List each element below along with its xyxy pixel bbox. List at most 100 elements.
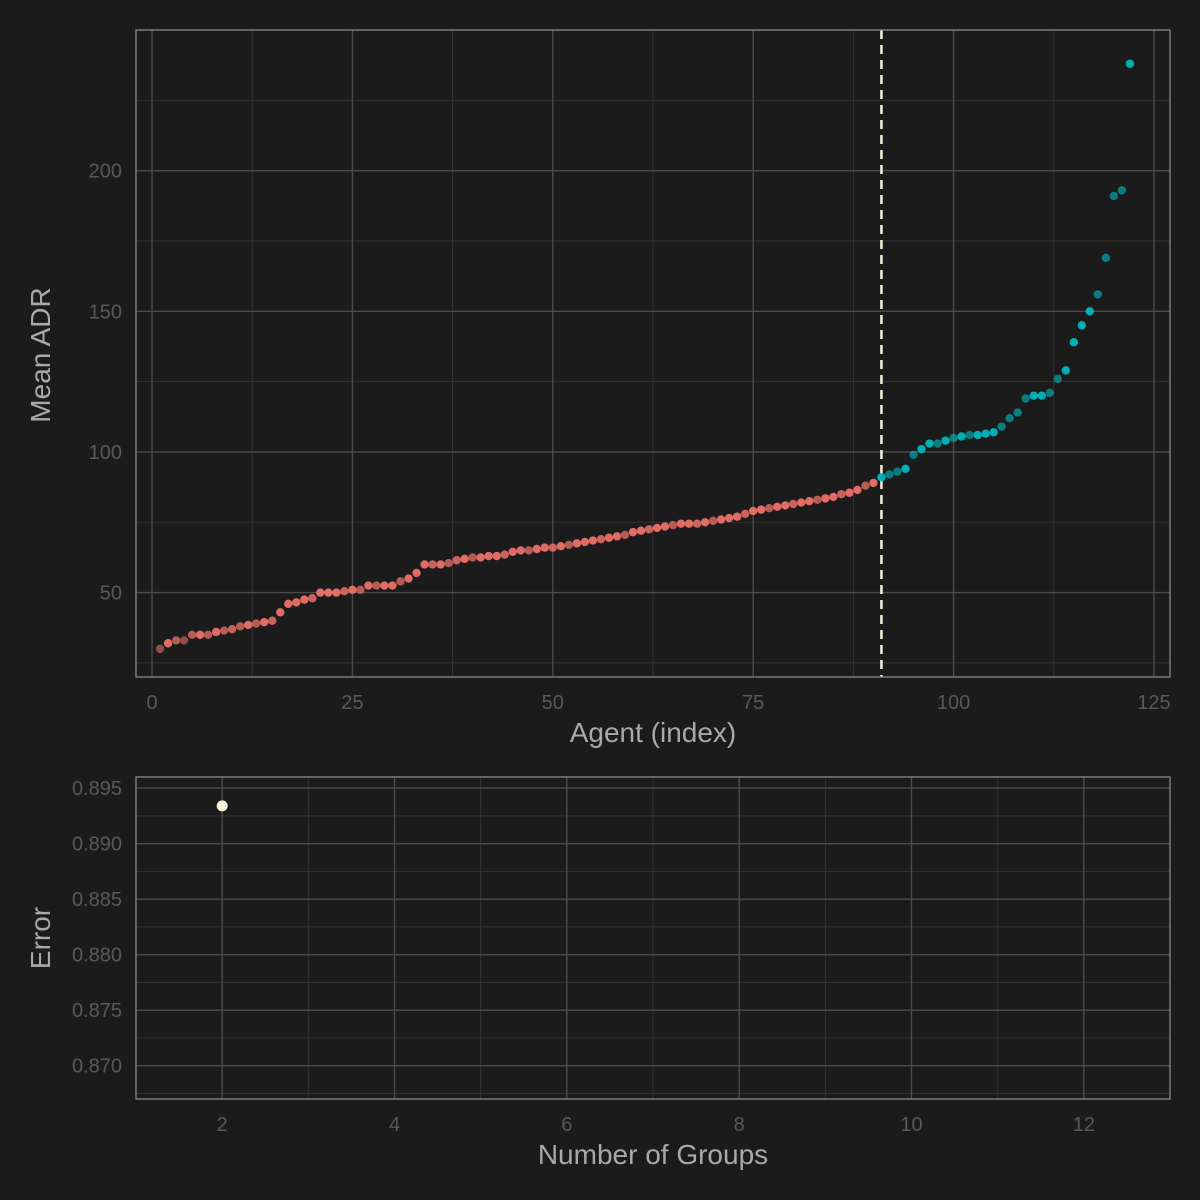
adr-point-s0-10 [236,622,245,631]
adr-point-s0-19 [308,594,317,603]
adr-x-tick-label: 125 [1137,692,1170,714]
error-panel-frame [135,776,1171,1100]
adr-point-s0-88 [861,481,870,490]
adr-point-s0-58 [620,530,630,540]
adr-point-s0-70 [716,515,726,524]
adr-point-s0-69 [708,516,718,526]
adr-point-s0-17 [292,598,301,607]
adr-point-s0-65 [676,519,686,528]
adr-point-s0-72 [732,512,742,521]
adr-point-s0-73 [740,509,750,519]
adr-point-s1-13 [981,429,990,438]
adr-point-s0-87 [853,485,862,495]
adr-y-tick-label: 100 [89,442,122,464]
adr-point-s0-49 [548,543,558,552]
adr-point-s0-11 [244,620,253,630]
adr-grid [136,30,1170,677]
adr-point-s0-83 [821,494,830,503]
adr-point-s0-53 [580,537,590,547]
adr-point-s1-15 [997,422,1006,431]
error-x-tick-label: 10 [900,1114,922,1136]
adr-point-s1-3 [901,464,910,474]
adr-y-tick-label: 150 [89,301,122,323]
error-y-tick-label: 0.875 [72,1000,122,1022]
adr-point-s0-4 [187,630,197,640]
adr-point-s0-40 [476,553,485,562]
adr-point-s0-81 [805,496,814,506]
adr-point-s1-25 [1077,321,1087,330]
adr-point-s0-89 [869,478,878,488]
adr-point-s1-19 [1029,391,1038,400]
adr-point-s0-75 [757,505,766,514]
adr-point-s0-28 [380,581,389,590]
adr-y-ticks: 50 100 150 200 [89,161,122,605]
adr-point-s0-31 [404,574,413,583]
adr-point-s1-6 [925,439,934,448]
adr-point-s1-4 [909,450,918,459]
adr-point-s0-39 [468,553,477,562]
adr-point-s0-44 [508,547,517,557]
adr-point-s0-43 [500,550,509,559]
adr-point-s1-18 [1021,394,1030,403]
adr-point-s0-74 [748,506,758,516]
error-y-tick-label: 0.890 [72,834,122,856]
adr-point-s0-86 [845,488,854,497]
adr-point-s1-8 [941,436,950,445]
adr-point-s1-9 [949,433,958,443]
adr-point-s1-17 [1013,408,1022,417]
error-point-s0-0 [216,800,228,812]
adr-point-s0-33 [420,560,429,569]
adr-point-s1-27 [1093,290,1103,299]
adr-point-s0-61 [644,525,654,534]
adr-point-s1-30 [1117,186,1127,195]
adr-point-s0-12 [252,619,261,628]
adr-point-s0-80 [797,498,806,507]
adr-y-tick-label: 200 [89,161,122,183]
adr-point-s1-7 [933,439,942,448]
adr-point-s0-50 [556,541,566,551]
adr-point-s0-85 [837,489,846,499]
adr-point-s0-22 [332,588,341,597]
adr-x-tick-label: 25 [341,692,363,714]
adr-x-tick-label: 50 [542,692,564,714]
error-y-ticks: 0.870 0.875 0.880 0.885 0.890 0.895 [72,778,122,1078]
error-x-tick-label: 6 [561,1114,572,1136]
adr-point-s1-16 [1005,414,1014,423]
adr-point-s0-9 [227,624,237,634]
adr-point-s0-42 [492,551,501,561]
adr-point-s1-31 [1125,59,1135,68]
adr-point-s0-41 [484,551,493,561]
adr-point-s0-47 [532,544,541,554]
adr-point-s0-34 [428,560,437,569]
adr-point-s0-0 [155,644,165,654]
adr-point-s0-18 [300,595,309,604]
adr-point-s1-29 [1109,191,1119,201]
adr-point-s0-14 [268,616,277,625]
adr-point-s0-32 [412,568,421,578]
adr-point-s0-38 [460,554,469,564]
adr-point-s1-2 [893,467,902,476]
error-y-axis-title: Error [25,907,56,969]
adr-point-s0-8 [219,626,229,635]
adr-x-ticks: 0 25 50 75 100 125 [146,692,1170,714]
adr-point-s0-79 [789,499,798,509]
adr-point-s0-48 [540,543,549,552]
adr-point-s1-23 [1061,366,1070,375]
adr-point-s0-78 [781,501,790,510]
error-x-tick-label: 12 [1073,1114,1095,1136]
adr-y-tick-label: 50 [100,583,122,605]
adr-point-s0-7 [211,627,221,637]
adr-point-s0-76 [765,504,774,513]
adr-point-s1-26 [1085,307,1095,316]
adr-point-s0-5 [195,630,205,640]
adr-point-s0-37 [452,556,461,565]
adr-point-s0-51 [564,540,574,549]
adr-points [155,59,1135,654]
adr-point-s0-2 [171,636,181,645]
error-y-tick-label: 0.885 [72,889,122,911]
adr-point-s0-36 [444,558,453,568]
error-x-tick-label: 4 [389,1114,400,1136]
